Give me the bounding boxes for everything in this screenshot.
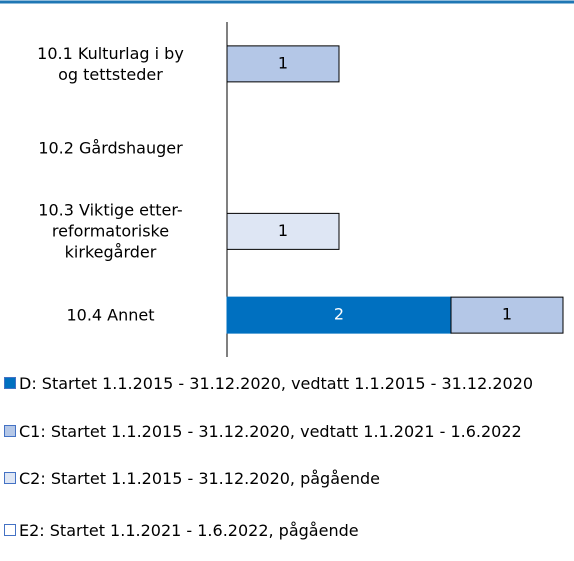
data-label: 2 [334, 305, 344, 324]
category-label: 10.2 Gårdshauger [38, 138, 183, 158]
data-label: 1 [278, 53, 288, 72]
data-label: 1 [278, 221, 288, 240]
legend-text: E2: Startet 1.1.2021 - 1.6.2022, pågåend… [19, 521, 359, 540]
legend-text: C2: Startet 1.1.2015 - 31.12.2020, pågåe… [19, 469, 380, 488]
legend-text: D: Startet 1.1.2015 - 31.12.2020, vedtat… [19, 374, 534, 393]
bar-segment [450, 296, 564, 334]
legend-item: C1: Startet 1.1.2015 - 31.12.2020, vedta… [4, 420, 570, 443]
bar-segment [226, 45, 340, 83]
bar-segment [226, 296, 452, 334]
legend-text: C1: Startet 1.1.2015 - 31.12.2020, vedta… [19, 422, 522, 441]
legend-item: C2: Startet 1.1.2015 - 31.12.2020, pågåe… [4, 467, 570, 490]
category-label: 10.4 Annet [66, 305, 155, 325]
legend-swatch [4, 425, 16, 437]
category-label: 10.1 Kulturlag i by og tettsteder [37, 43, 184, 84]
data-label: 1 [502, 305, 512, 324]
bar-segment [226, 212, 340, 250]
legend-item: E2: Startet 1.1.2021 - 1.6.2022, pågåend… [4, 519, 570, 542]
legend-item: D: Startet 1.1.2015 - 31.12.2020, vedtat… [4, 372, 570, 395]
category-label: 10.3 Viktige etter- reformatoriske kirke… [38, 200, 183, 262]
legend-swatch [4, 524, 16, 536]
legend-swatch [4, 472, 16, 484]
legend-swatch [4, 377, 16, 389]
